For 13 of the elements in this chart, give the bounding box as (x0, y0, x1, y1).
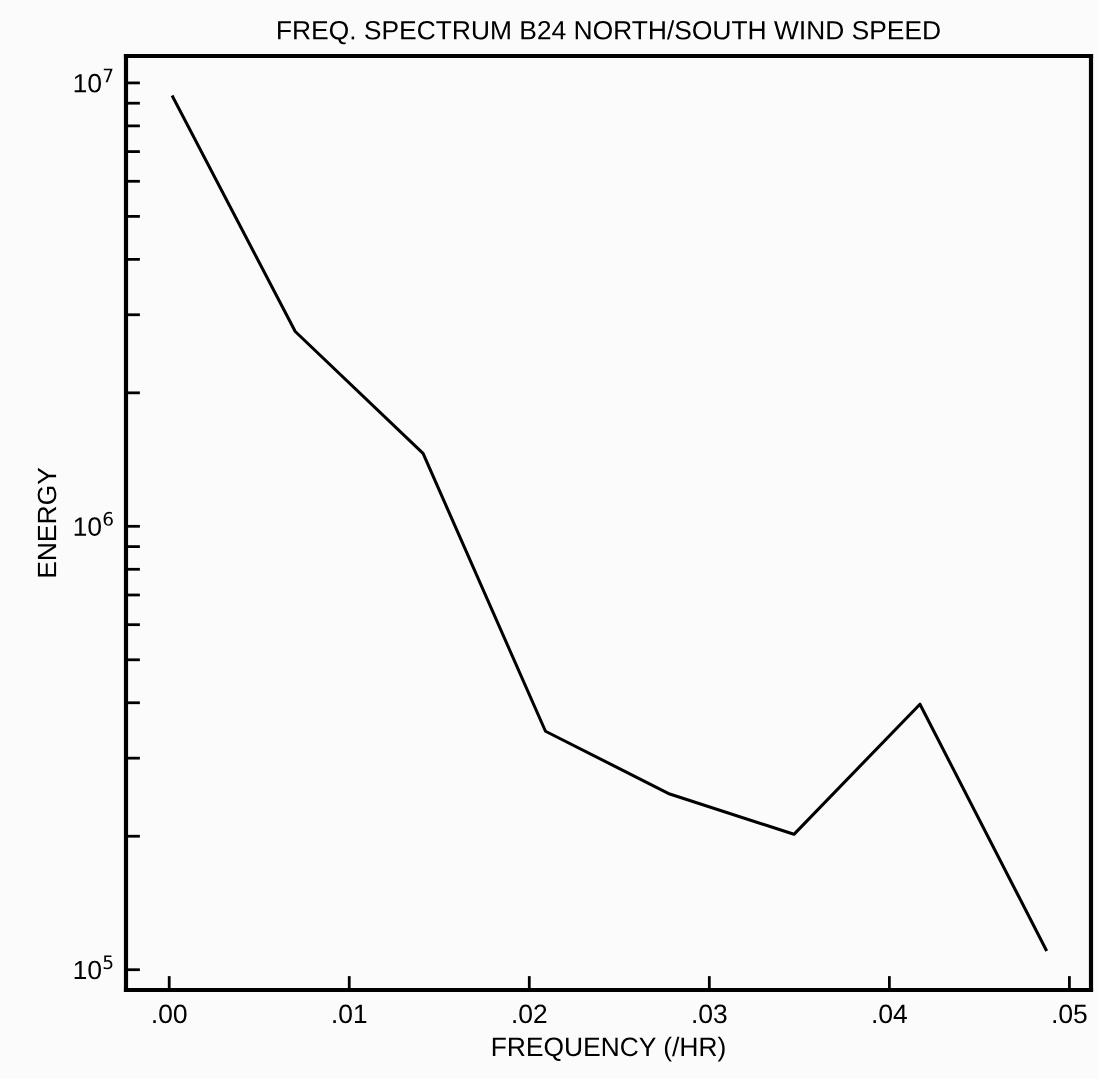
line-series (171, 95, 1048, 952)
y-tick-label: 10$^{5}$ (74, 955, 113, 980)
x-axis-title: FREQUENCY (/HR) (492, 1036, 725, 1062)
x-tick-label: .02 (513, 1004, 547, 1024)
chart-title: FREQ. SPECTRUM B24 NORTH/SOUTH WIND SPEED (278, 20, 940, 45)
x-tick-label: .05 (1053, 1004, 1087, 1024)
x-tick-label: .01 (333, 1004, 367, 1024)
y-axis-title: ENERGY (37, 467, 57, 577)
y-tick-label: 10$^{7}$ (74, 68, 113, 93)
x-tick-label: .03 (693, 1004, 727, 1024)
x-tick-label: .04 (873, 1004, 907, 1024)
x-tick-label: .00 (153, 1004, 187, 1024)
y-tick-label: 10$^{6}$ (74, 511, 113, 536)
